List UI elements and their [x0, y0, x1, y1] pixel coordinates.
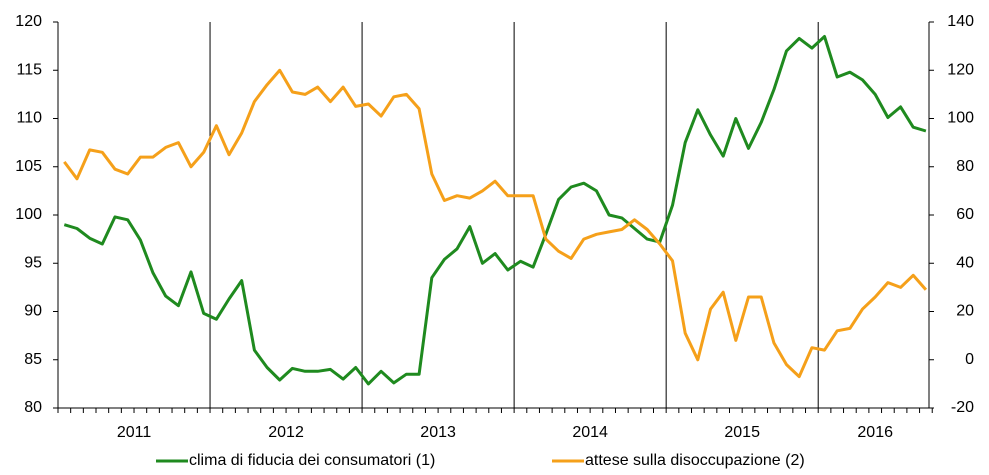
y2-tick-label: 0 [965, 351, 974, 368]
y-tick-label: 85 [24, 351, 42, 368]
y2-tick-label: 60 [956, 206, 974, 223]
y2-tick-label: 20 [956, 303, 974, 320]
y-tick-label: 90 [24, 303, 42, 320]
x-tick-label: 2012 [268, 424, 304, 441]
y2-tick-label: 40 [956, 254, 974, 271]
x-tick-label: 2015 [724, 424, 760, 441]
series-line [63, 68, 928, 379]
y2-tick-label: 120 [947, 61, 974, 78]
y-tick-label: 80 [24, 399, 42, 416]
x-tick-label: 2016 [857, 424, 893, 441]
x-tick-label: 2013 [420, 424, 456, 441]
x-tick-label: 2011 [117, 424, 152, 441]
y-tick-label: 115 [16, 61, 42, 78]
x-tick-label: 2014 [572, 424, 608, 441]
series-line [63, 35, 927, 386]
y2-tick-label: 140 [947, 13, 974, 30]
legend-label: attese sulla disoccupazione (2) [585, 452, 805, 469]
legend-label: clima di fiducia dei consumatori (1) [189, 452, 435, 469]
y-tick-label: 110 [16, 110, 42, 127]
y-tick-label: 95 [24, 254, 42, 271]
y2-tick-label: 80 [956, 158, 974, 175]
y-tick-label: 105 [15, 158, 42, 175]
y-tick-label: 100 [15, 206, 42, 223]
y2-tick-label: 100 [947, 110, 974, 127]
y2-tick-label: -20 [951, 399, 974, 416]
y-tick-label: 120 [15, 13, 42, 30]
